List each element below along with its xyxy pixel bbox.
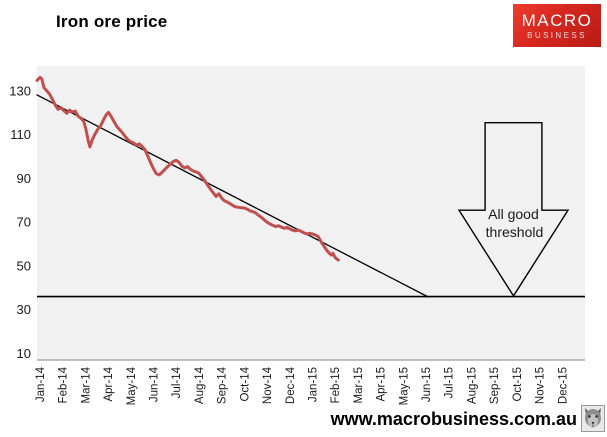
y-tick-label: 70 [17, 215, 31, 230]
x-tick-label: May-15 [398, 367, 410, 405]
x-tick-label: Jun-15 [421, 367, 433, 402]
x-tick-label: Jul-15 [444, 367, 456, 398]
x-tick-label: Apr-15 [376, 367, 388, 402]
x-tick-label: Aug-15 [466, 367, 478, 404]
trend-line [36, 94, 429, 298]
x-tick-label: May-14 [126, 366, 138, 405]
x-tick-label: Feb-14 [58, 366, 70, 403]
x-tick-label: Mar-15 [353, 367, 365, 403]
x-tick-label: Sep-14 [217, 366, 229, 404]
website-url: www.macrobusiness.com.au [330, 409, 577, 429]
logo-text-business: BUSINESS [527, 30, 587, 40]
logo-text-macro: MACRO [521, 10, 593, 30]
plot-area [37, 66, 585, 360]
x-tick-label: Oct-15 [512, 367, 524, 402]
x-tick-label: Jun-14 [149, 366, 161, 402]
x-tick-label: Mar-14 [80, 366, 92, 403]
x-tick-label: Sep-15 [489, 367, 501, 404]
annotation-label-line2: threshold [486, 224, 544, 240]
x-tick-label: Feb-15 [330, 367, 342, 403]
x-tick-label: Apr-14 [103, 366, 115, 401]
page-title: Iron ore price [56, 12, 168, 31]
y-tick-label: 50 [17, 258, 31, 273]
x-tick-label: Oct-14 [239, 366, 251, 401]
down-arrow-annotation [457, 121, 570, 298]
x-tick-label: Dec-14 [285, 366, 297, 404]
price-series-line [35, 75, 340, 262]
y-tick-label: 30 [17, 302, 31, 317]
x-tick-label: Nov-15 [535, 367, 547, 404]
x-tick-label: Nov-14 [262, 366, 274, 404]
y-tick-label: 110 [10, 127, 31, 142]
x-tick-label: Jan-14 [35, 366, 47, 402]
x-tick-label: Jan-15 [308, 367, 320, 402]
x-tick-label: Dec-15 [557, 367, 569, 404]
y-tick-label: 90 [17, 171, 31, 186]
x-tick-label: Jul-14 [171, 366, 183, 398]
annotation-label-line1: All good [488, 206, 539, 222]
wolf-avatar-icon [581, 405, 605, 432]
macrobusiness-logo: MACRO BUSINESS [513, 4, 601, 47]
y-tick-label: 130 [9, 83, 31, 98]
x-tick-label: Aug-14 [194, 366, 206, 404]
y-tick-label: 10 [17, 346, 31, 361]
